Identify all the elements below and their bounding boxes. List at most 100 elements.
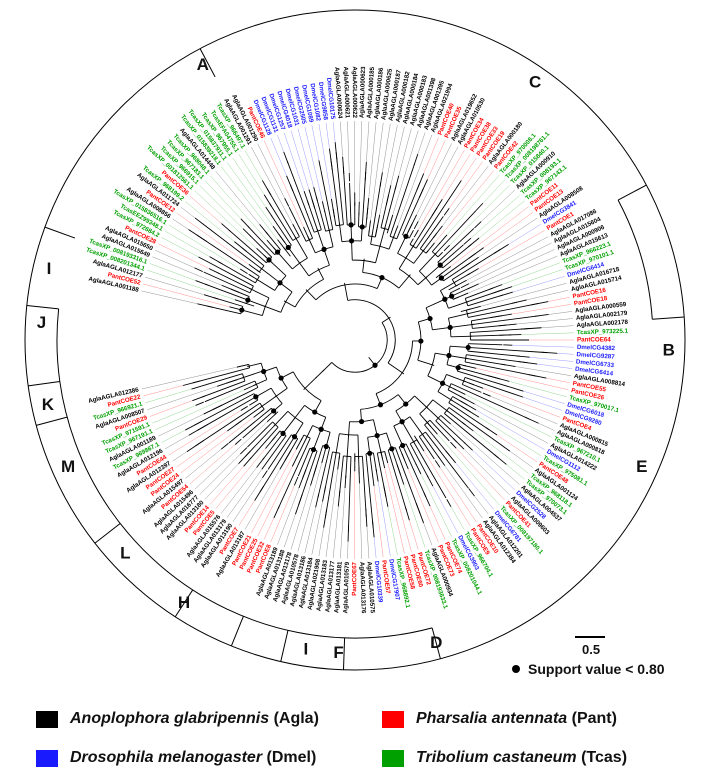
internal-branch [259,267,281,284]
internal-branch [192,367,250,384]
support-dot [318,426,324,432]
internal-branch [249,288,270,299]
internal-branch [418,252,437,272]
support-dot [280,430,286,436]
leaf-line [176,430,228,468]
sector-divider [652,316,685,320]
internal-branch [384,185,397,229]
support-dot [312,409,318,415]
internal-branch [448,312,470,319]
legend-abbr-dmel: (Dmel) [266,749,317,766]
internal-branch [449,287,461,294]
internal-branch [302,449,314,479]
internal-branch [335,433,340,455]
internal-branch [348,421,350,437]
sector-divider [199,48,216,78]
sector-divider [431,627,441,659]
leaf-line [478,218,538,258]
scale-label: 0.5 [582,642,601,657]
internal-branch [324,210,330,231]
leaf-line [478,416,542,456]
internal-branch [396,182,421,240]
leaf-line [277,487,300,545]
internal-branch [263,305,282,313]
leaf-line [145,276,205,295]
leaf-line [439,467,477,523]
leaf-line [483,388,561,418]
leaf-line [416,143,452,215]
leaf-line [472,450,515,490]
leaf-line [474,403,549,444]
ring-inner-b [617,199,653,320]
leaf-line [482,179,505,204]
leaf-line [392,130,419,215]
internal-branch [405,244,415,259]
support-note: Support value < 0.80 [512,661,665,677]
internal-branch [298,261,310,277]
internal-branch [324,452,337,518]
leaf-line [149,263,196,281]
internal-branch [313,445,324,477]
internal-branch [402,445,427,498]
support-dot [348,238,355,244]
internal-branch [451,287,470,297]
tip-branch [321,201,326,213]
internal-branch [342,166,348,226]
support-dot [403,233,409,239]
internal-branch [398,446,405,460]
leaf-line [476,368,569,390]
internal-branch [317,267,325,280]
internal-branch [466,354,528,364]
tip-branch [463,237,472,245]
internal-branch [273,410,289,427]
leaf-line [311,125,320,161]
internal-branch [379,226,386,247]
internal-branch [303,376,318,390]
internal-branch [376,453,387,498]
leaf-line [420,473,452,537]
tip-branch [198,256,208,263]
support-dot [278,375,284,381]
leaf-line [238,154,265,195]
internal-branch [468,343,503,346]
internal-branch [439,272,444,276]
leaf-line [449,184,510,246]
leaf-line [143,385,184,397]
tip-branch [266,411,279,423]
internal-branch [446,374,466,383]
leaf-line [403,484,426,548]
tip-branch [437,456,446,466]
internal-branch [283,300,296,308]
leaf-line [557,353,574,355]
tip-branch [413,435,425,452]
leaf-line [283,514,296,548]
support-dot [277,280,283,286]
leaf-line [297,128,314,188]
tip-branch [220,442,229,450]
internal-branch [389,163,416,237]
leaf-line [210,175,268,241]
leaf-line [161,237,199,258]
internal-branch [358,456,360,474]
internal-branch [201,373,243,387]
leaf-line [366,121,370,163]
internal-branch [330,158,341,226]
leaf-line [502,262,561,285]
tip-branch [393,225,399,236]
leaf-connector-lines [141,120,574,559]
tip-branch [372,475,375,487]
clade-label: M [61,457,75,476]
leaf-line [311,501,323,555]
legend-abbr-agla: (Agla) [273,710,319,727]
internal-branch [398,256,408,270]
leaf-line [325,122,330,149]
internal-branch [347,456,352,532]
support-dot [372,362,378,368]
tip-branch [240,405,248,411]
internal-branch [228,229,267,264]
leaf-line [180,207,196,219]
tip-branch [513,393,524,398]
internal-branch [417,359,435,366]
leaf-line [521,332,574,335]
leaf-label: PantCOE64 [577,337,611,344]
